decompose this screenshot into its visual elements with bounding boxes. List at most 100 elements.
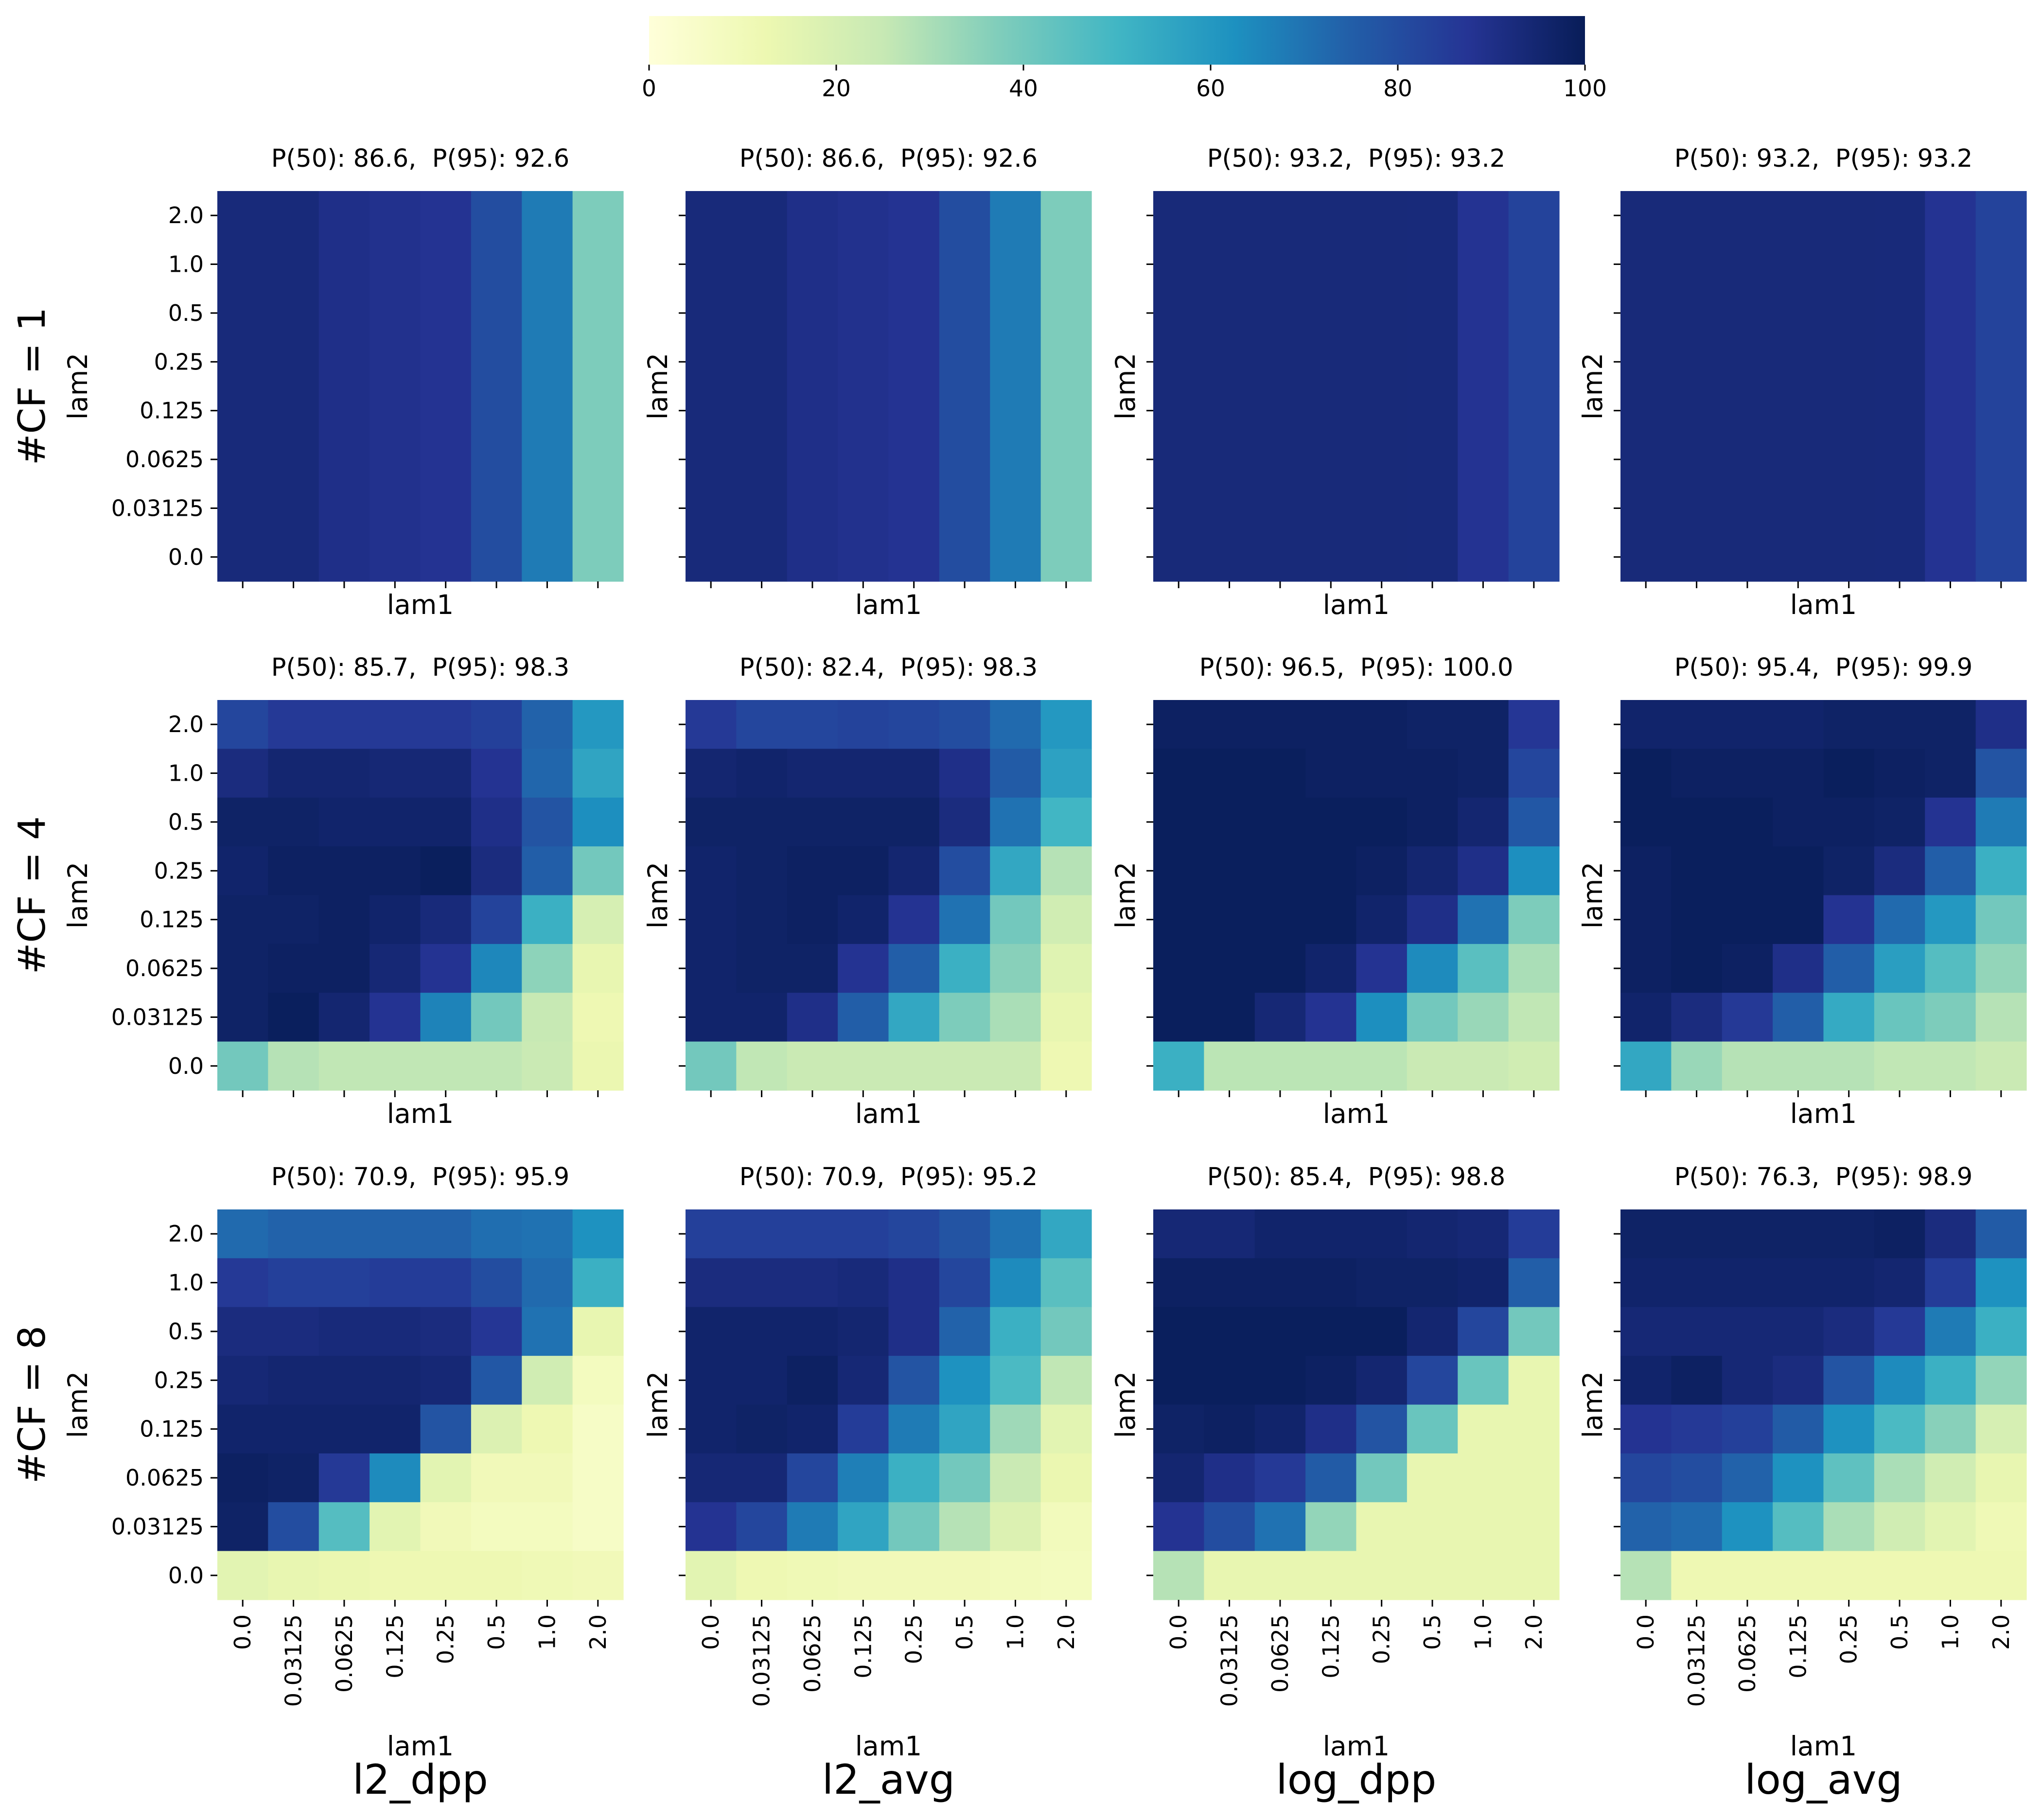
heatmap-cell (522, 435, 573, 484)
x-tick-label: 2.0 (585, 1614, 611, 1650)
heatmap-cell (939, 749, 990, 798)
heatmap-cell (1620, 1453, 1672, 1503)
heatmap-cell (1874, 993, 1925, 1042)
x-tick-label: 0.125 (1318, 1614, 1344, 1679)
heatmap-cell (318, 944, 370, 993)
heatmap-cell (1153, 1404, 1204, 1454)
heatmap-cell (1823, 191, 1875, 240)
heatmap-cell (572, 895, 624, 945)
heatmap-cell (1671, 484, 1723, 533)
y-tick-label: 2.0 (168, 1221, 204, 1247)
heatmap-cell (838, 1258, 889, 1308)
heatmap-cell (1620, 191, 1672, 240)
heatmap-cell (370, 993, 421, 1042)
heatmap-cell (838, 797, 889, 847)
heatmap-cell (1508, 944, 1560, 993)
heatmap-cell (1773, 1404, 1824, 1454)
heatmap-cell (1671, 240, 1723, 289)
heatmap-cell (1823, 797, 1875, 847)
heatmap-cell (1458, 846, 1509, 896)
heatmap-cell (1407, 1041, 1458, 1091)
heatmap-cell (990, 1404, 1041, 1454)
heatmap-cell (1508, 1307, 1560, 1356)
heatmap-cell (1153, 191, 1204, 240)
heatmap-cell (1925, 337, 1976, 387)
heatmap-cell (420, 240, 472, 289)
heatmap-cell (1925, 1258, 1976, 1308)
heatmap-cell (471, 846, 522, 896)
heatmap-cell (1975, 191, 2027, 240)
heatmap-cell (1356, 191, 1408, 240)
heatmap-cell (686, 386, 737, 436)
y-tick-label: 0.0 (168, 544, 204, 570)
heatmap-cell (1874, 1258, 1925, 1308)
heatmap-cell (1722, 484, 1773, 533)
heatmap-cell (1153, 484, 1204, 533)
heatmap-cell (888, 749, 940, 798)
heatmap-cell (1722, 240, 1773, 289)
heatmap-cell (1254, 1041, 1306, 1091)
x-axis-label: lam1 (855, 1731, 922, 1762)
heatmap-cell (1508, 240, 1560, 289)
heatmap-cell (1040, 532, 1092, 582)
heatmap-cell (939, 1041, 990, 1091)
heatmap-cell (990, 700, 1041, 749)
y-tick-label: 1.0 (168, 251, 204, 278)
panel-title: P(50): 93.2, P(95): 93.2 (1207, 144, 1505, 173)
heatmap-cell (1671, 337, 1723, 387)
heatmap-cell (1305, 240, 1357, 289)
row-label: #CF = 8 (11, 1326, 54, 1484)
heatmap-cell (1722, 1307, 1773, 1356)
heatmap-cell (268, 240, 319, 289)
heatmap-cell (1254, 386, 1306, 436)
column-label: l2_dpp (352, 1756, 488, 1803)
heatmap-cell (1508, 288, 1560, 338)
heatmap-cell (1671, 1453, 1723, 1503)
heatmap-cell (1458, 749, 1509, 798)
heatmap-cell (736, 846, 788, 896)
heatmap-cell (888, 797, 940, 847)
heatmap-cell (572, 484, 624, 533)
heatmap-cell (1254, 993, 1306, 1042)
heatmap-cell (268, 797, 319, 847)
heatmap-cell (736, 1502, 788, 1552)
heatmap-cell (217, 1258, 268, 1308)
heatmap-cell (370, 337, 421, 387)
heatmap-cell (1823, 1502, 1875, 1552)
x-tick-label: 1.0 (1470, 1614, 1496, 1650)
heatmap-cell (888, 1307, 940, 1356)
heatmap-cell (1671, 797, 1723, 847)
heatmap-cell (1254, 191, 1306, 240)
heatmap-cell (217, 240, 268, 289)
heatmap-cell (888, 846, 940, 896)
y-axis-label: lam2 (642, 353, 673, 420)
heatmap-cell (1722, 1453, 1773, 1503)
y-tick-label: 0.125 (140, 398, 204, 424)
heatmap-cell (1458, 797, 1509, 847)
heatmap-cell (1204, 846, 1255, 896)
heatmap-cell (1254, 337, 1306, 387)
heatmap-cell (1925, 1209, 1976, 1259)
column-label: log_avg (1744, 1756, 1902, 1803)
heatmap-cell (1204, 1258, 1255, 1308)
heatmap-panel: P(50): 85.7, P(95): 98.3 2.0 1.0 0.5 0.25 0.1… (62, 653, 624, 1129)
heatmap-cell (1722, 846, 1773, 896)
heatmap-cell (318, 484, 370, 533)
heatmap-panel: P(50): 93.2, P(95): 93.2 lam2 lam1 (1577, 144, 2027, 620)
heatmap-cell (1722, 386, 1773, 436)
heatmap-cell (1823, 484, 1875, 533)
panel-title: P(50): 82.4, P(95): 98.3 (739, 653, 1038, 682)
y-axis-label: lam2 (1577, 1371, 1608, 1438)
x-tick-label: 0.5 (1886, 1614, 1913, 1650)
heatmap-cell (1508, 1453, 1560, 1503)
heatmap-cell (736, 1209, 788, 1259)
x-tick-label: 2.0 (1521, 1614, 1547, 1650)
heatmap-cell (1458, 944, 1509, 993)
heatmap-cell (572, 1551, 624, 1600)
heatmap-cell (1620, 846, 1672, 896)
heatmap-cell (1153, 944, 1204, 993)
heatmap-cell (787, 1258, 838, 1308)
heatmap-cell (420, 1307, 472, 1356)
heatmap-cell (318, 337, 370, 387)
heatmap-cell (838, 1041, 889, 1091)
